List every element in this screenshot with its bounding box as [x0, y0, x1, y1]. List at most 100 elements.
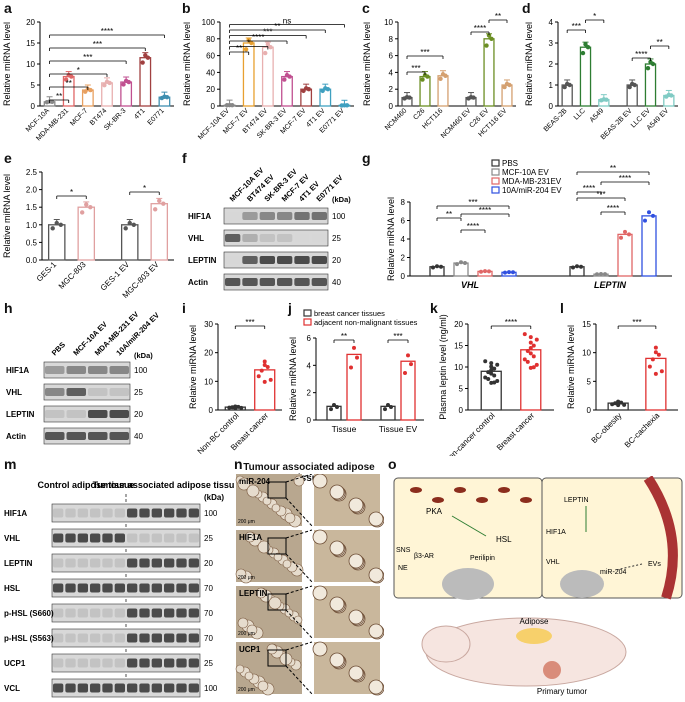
adipocyte	[312, 641, 328, 657]
data-point	[126, 79, 131, 85]
blot-band	[127, 508, 138, 518]
blot-band	[311, 234, 327, 242]
blot-band	[188, 658, 199, 668]
data-point	[50, 99, 55, 105]
kda-marker: 100	[204, 684, 218, 693]
legend-swatch	[303, 318, 312, 326]
blot-band	[127, 583, 138, 593]
data-point	[262, 379, 267, 384]
data-point	[344, 103, 350, 108]
data-point	[230, 405, 235, 410]
data-point	[484, 43, 489, 48]
blot-band	[77, 633, 88, 643]
blot-band	[114, 533, 125, 543]
significance-label: **	[341, 332, 347, 341]
adipocyte	[273, 552, 283, 562]
y-tick-label: 60	[206, 52, 215, 61]
y-tick-label: 2.5	[26, 168, 38, 177]
data-point	[88, 87, 93, 93]
blot-band	[259, 256, 275, 264]
blot-row-label: HIF1A	[4, 509, 27, 518]
blot-band	[176, 608, 187, 618]
category-label: A549	[589, 107, 606, 124]
scale-bar-label: 200 μm	[238, 631, 255, 637]
data-point	[243, 47, 249, 52]
data-point	[492, 380, 497, 385]
blot-band	[65, 583, 76, 593]
chart-k: 0 5 10 15 20 Plasma leptin level (ng/ml)Non-c…	[438, 314, 554, 456]
zoom-line	[285, 497, 313, 527]
adipocyte	[257, 540, 271, 554]
blot-band	[53, 533, 64, 543]
y-tick-label: 5	[31, 81, 36, 90]
blot-band	[90, 683, 101, 693]
data-point	[389, 405, 393, 410]
data-point	[603, 272, 607, 277]
significance-label: *	[70, 188, 73, 197]
data-point	[619, 235, 623, 240]
blot-band	[188, 508, 199, 518]
data-point	[265, 365, 270, 370]
y-axis-label: Relative miRNA level	[2, 174, 12, 258]
bar	[47, 224, 66, 261]
data-point	[262, 359, 267, 364]
significance-label: **	[56, 92, 62, 101]
data-point	[585, 45, 591, 50]
adipocyte	[271, 503, 281, 513]
y-tick-label: 0	[389, 102, 394, 111]
panel-label-g: g	[362, 150, 371, 166]
kda-marker: 25	[134, 388, 143, 397]
adipocyte	[348, 665, 364, 681]
stain-label: HIF1A	[239, 533, 262, 542]
zoom-line	[285, 529, 313, 539]
data-point	[383, 407, 387, 412]
y-tick-label: 4	[389, 68, 394, 77]
panel-label-j: j	[288, 300, 292, 316]
legend-label: 10A/miR-204 EV	[502, 186, 562, 195]
data-point	[161, 201, 166, 206]
blot-band	[77, 533, 88, 543]
blot-band	[311, 256, 327, 264]
group-label: VHL	[461, 280, 479, 290]
y-tick-label: 0	[31, 102, 36, 111]
blot-band	[114, 608, 125, 618]
y-tick-label: 5	[459, 385, 464, 394]
blot-frame	[43, 427, 131, 445]
scale-bar-label: 200 μm	[238, 687, 255, 693]
data-point	[650, 357, 655, 362]
significance-label: ***	[572, 22, 581, 31]
data-point	[54, 220, 59, 226]
panel-label-e: e	[4, 150, 12, 166]
data-point	[236, 404, 241, 409]
data-point	[262, 363, 267, 368]
significance-label: ***	[263, 28, 272, 37]
label-pka: PKA	[426, 507, 443, 516]
y-axis-label: Relative miRNA level	[362, 22, 372, 106]
y-tick-label: 20	[204, 349, 213, 358]
data-point	[88, 205, 93, 210]
data-point	[259, 368, 264, 373]
data-point	[653, 350, 658, 355]
category-label: LLC	[573, 107, 587, 121]
blot-band	[114, 508, 125, 518]
ihc-title: Tumour associated adipose tissue	[243, 462, 375, 484]
blot-band	[311, 278, 327, 286]
data-point	[409, 362, 413, 367]
blot-band	[176, 633, 187, 643]
panel-label-k: k	[430, 300, 438, 316]
blot-band	[65, 508, 76, 518]
bar	[645, 357, 667, 411]
label-mir204: miR-204	[600, 569, 627, 576]
zoom-line	[285, 609, 313, 639]
blot-band	[53, 658, 64, 668]
bar	[579, 46, 592, 107]
data-point	[152, 207, 158, 212]
y-tick-label: 10	[384, 18, 393, 27]
data-point	[435, 264, 439, 269]
bar	[150, 203, 169, 261]
